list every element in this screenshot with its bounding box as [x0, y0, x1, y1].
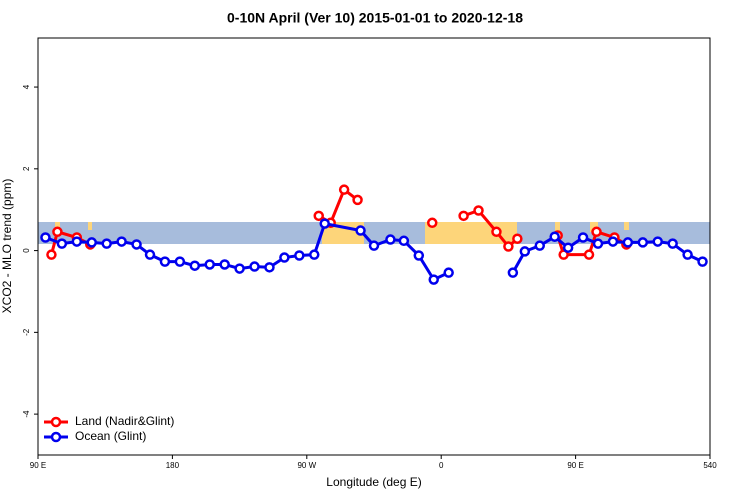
point: [519, 246, 531, 257]
point: [189, 260, 201, 271]
point: [652, 236, 663, 247]
point: [503, 241, 514, 252]
point: [338, 184, 350, 195]
ocean-band: [38, 222, 710, 244]
point: [313, 210, 324, 222]
land-band: [55, 222, 60, 228]
y-tick-label: 4: [22, 84, 31, 89]
x-tick-label: 90 E: [30, 461, 46, 470]
legend-marker: [50, 416, 62, 428]
point: [40, 232, 51, 243]
point: [443, 267, 454, 278]
point: [279, 252, 290, 263]
point: [607, 236, 619, 247]
point: [583, 249, 595, 260]
land-band: [624, 222, 629, 230]
point: [52, 226, 63, 238]
point: [458, 210, 469, 222]
x-axis-label: Longitude (deg E): [326, 475, 421, 489]
point: [294, 250, 305, 261]
x-tick-label: 90 W: [297, 461, 316, 470]
point: [592, 238, 604, 249]
point: [667, 238, 678, 249]
legend-marker: [50, 431, 62, 443]
point: [426, 217, 438, 229]
land-band: [88, 222, 92, 230]
point: [319, 218, 330, 229]
point: [637, 237, 649, 248]
point: [534, 240, 546, 251]
x-tick-label: 0: [439, 461, 444, 470]
point: [473, 205, 484, 216]
point: [309, 249, 320, 260]
point: [697, 256, 708, 267]
point: [86, 237, 98, 248]
y-tick-label: 2: [22, 166, 31, 171]
chart-title: 0-10N April (Ver 10) 2015-01-01 to 2020-…: [227, 10, 523, 26]
y-axis-label: XCO2 - MLO trend (ppm): [0, 179, 14, 314]
point: [622, 237, 634, 248]
point: [512, 233, 523, 244]
point: [682, 249, 693, 260]
series-line: [49, 187, 628, 257]
land-band: [555, 222, 560, 232]
y-tick-label: -2: [22, 328, 31, 336]
point: [174, 256, 186, 267]
point: [413, 250, 425, 261]
point: [591, 226, 602, 238]
land-band: [590, 222, 598, 232]
point: [428, 274, 439, 285]
point: [46, 249, 57, 260]
point: [116, 236, 127, 247]
point: [558, 249, 569, 260]
point: [398, 235, 410, 247]
legend-label: Ocean (Glint): [75, 429, 146, 443]
point: [368, 240, 380, 251]
point: [577, 232, 589, 243]
point: [71, 236, 83, 247]
legend-label: Land (Nadir&Glint): [75, 414, 174, 428]
point: [264, 262, 275, 273]
point: [144, 249, 156, 260]
legend: Land (Nadir&Glint)Ocean (Glint): [44, 414, 174, 443]
point: [131, 239, 142, 250]
point: [159, 256, 171, 267]
y-tick-label: -4: [22, 410, 31, 418]
plot-frame: [37, 37, 711, 456]
x-tick-label: 90 E: [567, 461, 583, 470]
point: [101, 238, 112, 249]
point: [219, 259, 230, 270]
point: [549, 231, 560, 242]
point: [385, 234, 396, 245]
point: [355, 225, 366, 236]
point: [352, 194, 363, 206]
x-tick-label: 540: [703, 461, 717, 470]
x-tick-label: 180: [166, 461, 180, 470]
point: [491, 226, 502, 238]
point: [507, 267, 519, 278]
point: [56, 238, 68, 249]
point: [234, 263, 245, 274]
point: [562, 242, 574, 253]
point: [249, 261, 260, 272]
y-tick-label: 0: [22, 248, 31, 253]
point: [204, 259, 215, 270]
